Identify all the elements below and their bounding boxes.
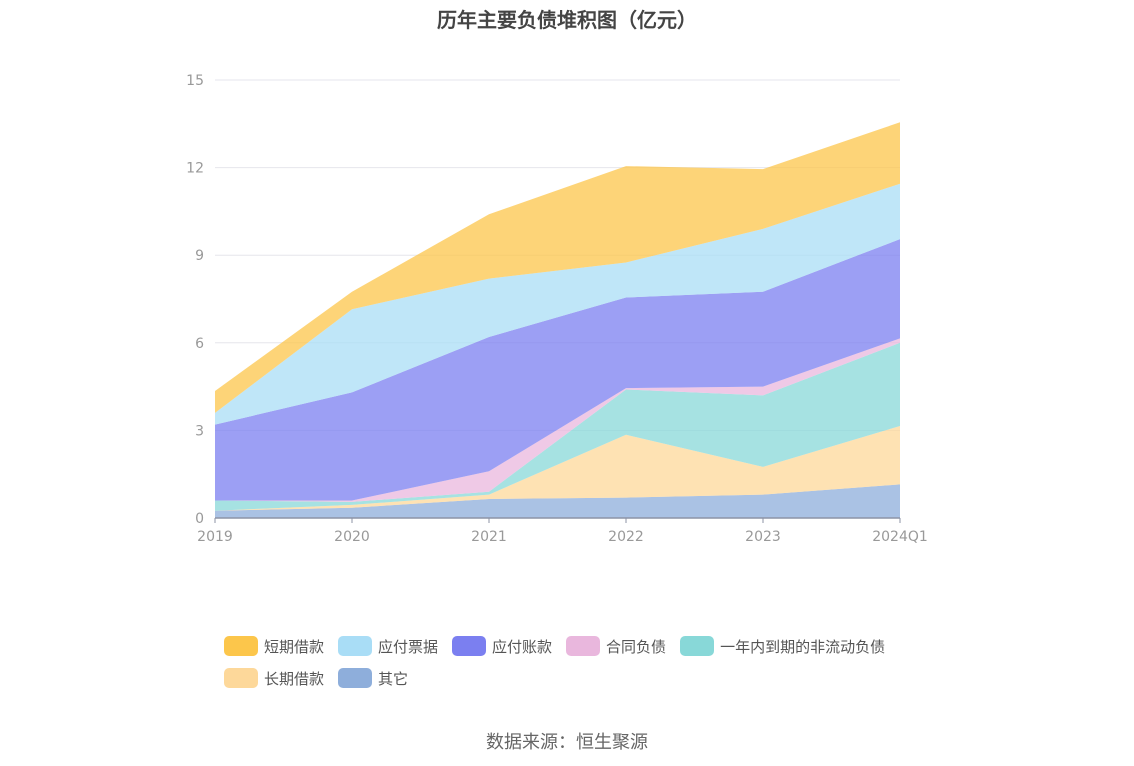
legend-item[interactable]: 应付账款 — [452, 636, 552, 657]
source-note: 数据来源：恒生聚源 — [486, 732, 648, 753]
x-tick-label: 2024Q1 — [872, 529, 928, 545]
legend-swatch — [338, 668, 373, 688]
area-其它[interactable] — [215, 484, 900, 518]
x-tick-label: 2021 — [471, 529, 507, 545]
legend-swatch — [680, 636, 715, 656]
x-tick-label: 2019 — [197, 529, 233, 545]
x-tick-label: 2022 — [608, 529, 644, 545]
legend-swatch — [224, 668, 258, 688]
chart-title: 历年主要负债堆积图（亿元） — [437, 8, 697, 32]
area-短期借款[interactable] — [215, 122, 900, 413]
area-series — [215, 122, 900, 518]
legend-label: 合同负债 — [606, 637, 667, 656]
legend-swatch — [452, 636, 487, 656]
legend-item[interactable]: 一年内到期的非流动负债 — [680, 636, 885, 657]
legend-swatch — [224, 636, 258, 656]
legend-item[interactable]: 短期借款 — [224, 636, 324, 657]
legend-swatch — [338, 636, 373, 656]
y-tick-label: 3 — [195, 423, 204, 439]
y-tick-label: 9 — [195, 248, 204, 264]
y-tick-label: 12 — [186, 161, 204, 177]
legend-item[interactable]: 合同负债 — [566, 636, 666, 657]
legend-swatch — [566, 636, 601, 656]
y-tick-label: 15 — [186, 73, 204, 89]
area-应付账款[interactable] — [215, 239, 900, 501]
legend: 短期借款 应付票据 应付账款 合同负债 一年内到期的非流动负债 长期借款 其它 — [224, 630, 944, 694]
area-一年内到期的非流动负债[interactable] — [215, 342, 900, 511]
legend-item[interactable]: 其它 — [338, 668, 408, 689]
legend-label: 其它 — [378, 669, 409, 688]
area-应付票据[interactable] — [215, 183, 900, 425]
legend-row: 短期借款 应付票据 应付账款 合同负债 一年内到期的非流动负债 — [224, 630, 944, 662]
y-tick-label: 0 — [195, 511, 204, 527]
legend-label: 应付账款 — [492, 637, 553, 656]
stacked-area-chart: 0 3 6 9 12 15 2019 2020 2021 2022 2023 2024Q1 — [186, 73, 928, 545]
axes: 0 3 6 9 12 15 2019 2020 2021 2022 2023 2024Q1 — [186, 73, 928, 545]
legend-item[interactable]: 长期借款 — [224, 668, 324, 689]
x-tick-label: 2020 — [334, 529, 370, 545]
x-tick-label: 2023 — [745, 529, 781, 545]
legend-label: 应付票据 — [378, 637, 439, 656]
legend-label: 短期借款 — [264, 637, 325, 656]
area-长期借款[interactable] — [215, 426, 900, 511]
legend-row: 长期借款 其它 — [224, 662, 944, 694]
legend-label: 长期借款 — [264, 669, 325, 688]
legend-item[interactable]: 应付票据 — [338, 636, 438, 657]
y-tick-label: 6 — [195, 336, 204, 352]
legend-label: 一年内到期的非流动负债 — [720, 637, 886, 656]
